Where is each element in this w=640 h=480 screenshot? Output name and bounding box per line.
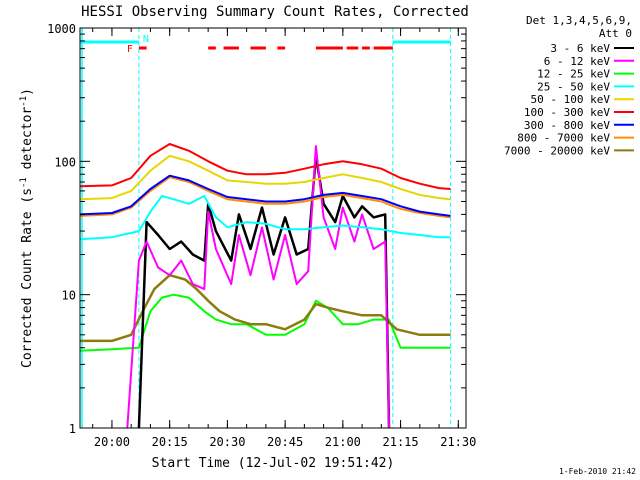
series-line-300-800-kev xyxy=(79,174,451,217)
chart-title: HESSI Observing Summary Count Rates, Cor… xyxy=(81,4,469,20)
y-tick-label: 1000 xyxy=(47,22,76,36)
y-label-part: Corrected Count Rate (s xyxy=(20,188,35,368)
x-tick-label: 21:00 xyxy=(325,435,361,449)
y-tick-label: 10 xyxy=(62,289,76,303)
flare-label: F xyxy=(127,44,133,55)
y-tick-label: 1 xyxy=(69,422,76,436)
series-line-25-50-kev xyxy=(79,195,451,241)
legend-label: 3 - 6 keV xyxy=(550,42,610,55)
series-line-800-7000-kev xyxy=(79,176,451,219)
plot-area: N F xyxy=(79,27,467,429)
legend-label: 25 - 50 keV xyxy=(537,80,610,93)
legend-label: 800 - 7000 keV xyxy=(517,132,610,145)
x-axis: 20:00 20:15 20:30 20:45 21:00 21:15 21:30 xyxy=(92,28,476,449)
x-tick-label: 20:00 xyxy=(94,435,130,449)
legend-label: 6 - 12 keV xyxy=(544,55,611,68)
legend-header-attenuator: Att 0 xyxy=(599,27,632,40)
legend-header-detectors: Det 1,3,4,5,6,9, xyxy=(526,14,632,27)
series-line-100-300-kev xyxy=(79,143,451,190)
x-axis-label: Start Time (12-Jul-02 19:51:42) xyxy=(152,456,395,471)
y-label-sup: -1 xyxy=(19,96,29,107)
series-line-6-12-kev xyxy=(126,145,390,429)
x-tick-label: 21:30 xyxy=(440,435,476,449)
y-axis: 1 10 100 1000 xyxy=(47,22,466,436)
series-line-3-6-kev xyxy=(137,154,391,429)
legend-label: 300 - 800 keV xyxy=(524,119,610,132)
night-indicators: N xyxy=(79,28,452,428)
y-tick-label: 100 xyxy=(54,155,76,169)
y-label-part: detector xyxy=(20,107,35,178)
night-label: N xyxy=(143,34,149,45)
legend-label: 100 - 300 keV xyxy=(524,106,610,119)
y-label-part: ) xyxy=(20,88,35,96)
flare-flags: F xyxy=(127,44,393,55)
x-tick-label: 20:30 xyxy=(209,435,245,449)
x-tick-label: 20:45 xyxy=(267,435,303,449)
legend-label: 50 - 100 keV xyxy=(531,93,611,106)
series-line-7000-20000-kev xyxy=(80,273,451,343)
x-tick-label: 21:15 xyxy=(383,435,419,449)
x-tick-label: 20:15 xyxy=(152,435,188,449)
series-layer xyxy=(79,143,451,429)
y-label-sup: -1 xyxy=(19,177,29,188)
plot-frame xyxy=(79,27,467,429)
legend-label: 7000 - 20000 keV xyxy=(504,144,610,157)
footer-date: 1-Feb-2010 21:42 xyxy=(559,467,636,476)
legend-label: 12 - 25 keV xyxy=(537,68,610,81)
y-axis-label: Corrected Count Rate (s-1 detector-1) xyxy=(19,88,35,368)
series-line-50-100-kev xyxy=(79,154,451,201)
